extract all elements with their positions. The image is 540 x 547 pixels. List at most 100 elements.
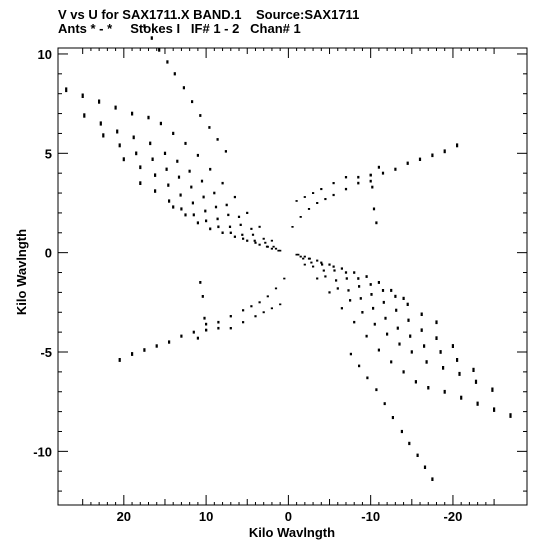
uv-point bbox=[262, 311, 265, 314]
uv-point bbox=[216, 217, 219, 221]
uv-point bbox=[217, 320, 220, 324]
uv-point bbox=[217, 326, 220, 330]
uv-point bbox=[192, 213, 195, 217]
uv-point bbox=[321, 263, 324, 266]
uv-point bbox=[184, 213, 187, 217]
uv-point bbox=[295, 200, 298, 202]
uv-point bbox=[456, 143, 459, 148]
x-tick-label: -10 bbox=[361, 509, 380, 524]
uv-point bbox=[264, 241, 267, 244]
uv-point bbox=[377, 348, 380, 352]
uv-point bbox=[191, 201, 194, 205]
uv-point bbox=[375, 388, 378, 392]
uv-point bbox=[340, 267, 343, 270]
uv-point bbox=[270, 247, 273, 250]
uv-point bbox=[369, 173, 372, 177]
uv-point bbox=[172, 205, 175, 209]
uv-point bbox=[205, 219, 208, 223]
uv-point bbox=[241, 233, 244, 236]
uv-point bbox=[258, 301, 261, 304]
uv-point bbox=[196, 336, 199, 340]
uv-point bbox=[246, 211, 249, 214]
uv-point bbox=[205, 322, 208, 326]
y-tick-label: -10 bbox=[33, 444, 52, 459]
uv-point bbox=[391, 416, 394, 420]
uv-point bbox=[357, 175, 360, 179]
uv-point bbox=[402, 296, 405, 300]
uv-point bbox=[270, 239, 273, 242]
uv-point bbox=[203, 316, 206, 320]
uv-point bbox=[250, 305, 253, 308]
uv-point bbox=[365, 334, 368, 338]
uv-point bbox=[191, 100, 194, 104]
uv-point bbox=[139, 181, 142, 185]
y-tick-label: 10 bbox=[38, 47, 52, 62]
uv-point bbox=[410, 350, 413, 354]
uv-point bbox=[149, 141, 152, 146]
uv-point bbox=[274, 247, 278, 250]
uv-point bbox=[154, 173, 157, 177]
uv-point bbox=[143, 348, 146, 352]
uv-point bbox=[165, 167, 168, 171]
uv-point bbox=[340, 307, 343, 310]
uv-point bbox=[163, 151, 167, 155]
uv-point bbox=[373, 322, 376, 326]
uv-point bbox=[474, 379, 478, 384]
uv-point bbox=[114, 105, 117, 110]
uv-point bbox=[118, 143, 121, 148]
uv-point bbox=[99, 121, 102, 126]
uv-point bbox=[208, 126, 211, 129]
uv-point bbox=[320, 261, 323, 264]
uv-point bbox=[316, 259, 319, 262]
uv-point bbox=[159, 121, 162, 126]
uv-point bbox=[427, 386, 430, 390]
uv-point bbox=[272, 245, 275, 248]
uv-point bbox=[369, 283, 372, 286]
uv-point bbox=[233, 195, 236, 199]
uv-point bbox=[217, 225, 220, 229]
uv-point bbox=[266, 295, 269, 298]
uv-point bbox=[344, 176, 348, 179]
x-tick-label: -20 bbox=[444, 509, 463, 524]
uv-point bbox=[179, 193, 182, 197]
uv-point bbox=[357, 277, 360, 280]
uv-point bbox=[246, 239, 249, 242]
uv-point bbox=[270, 307, 273, 310]
uv-point bbox=[509, 413, 512, 418]
uv-point bbox=[274, 287, 278, 290]
uv-point bbox=[258, 243, 261, 246]
uv-point bbox=[372, 207, 376, 211]
uv-point bbox=[402, 370, 405, 374]
uv-point bbox=[65, 87, 68, 93]
uv-point bbox=[150, 36, 153, 40]
uv-point bbox=[147, 115, 150, 120]
uv-point bbox=[439, 350, 442, 354]
uv-point bbox=[299, 216, 302, 218]
uv-point bbox=[132, 135, 135, 140]
uv-point bbox=[370, 293, 373, 296]
uv-point bbox=[456, 358, 459, 362]
uv-point bbox=[118, 358, 121, 362]
uv-point bbox=[361, 311, 364, 314]
uv-point bbox=[366, 376, 369, 380]
uv-point bbox=[291, 226, 294, 228]
uv-point bbox=[158, 48, 161, 52]
uv-point bbox=[213, 191, 216, 195]
uv-point bbox=[316, 277, 319, 280]
uv-point bbox=[386, 332, 389, 336]
uv-point bbox=[435, 336, 438, 340]
uv-point bbox=[266, 245, 269, 248]
uv-point bbox=[168, 340, 171, 344]
uv-point bbox=[283, 277, 286, 280]
uv-point bbox=[312, 192, 315, 194]
uv-point bbox=[200, 179, 204, 183]
uv-point bbox=[190, 185, 193, 189]
uv-point bbox=[357, 181, 360, 185]
uv-point bbox=[375, 221, 378, 225]
uv-point bbox=[214, 205, 218, 209]
uv-point bbox=[396, 326, 399, 330]
uv-point bbox=[242, 237, 245, 240]
uv-point bbox=[131, 352, 134, 356]
uv-point bbox=[377, 281, 380, 284]
uv-point bbox=[359, 297, 362, 300]
